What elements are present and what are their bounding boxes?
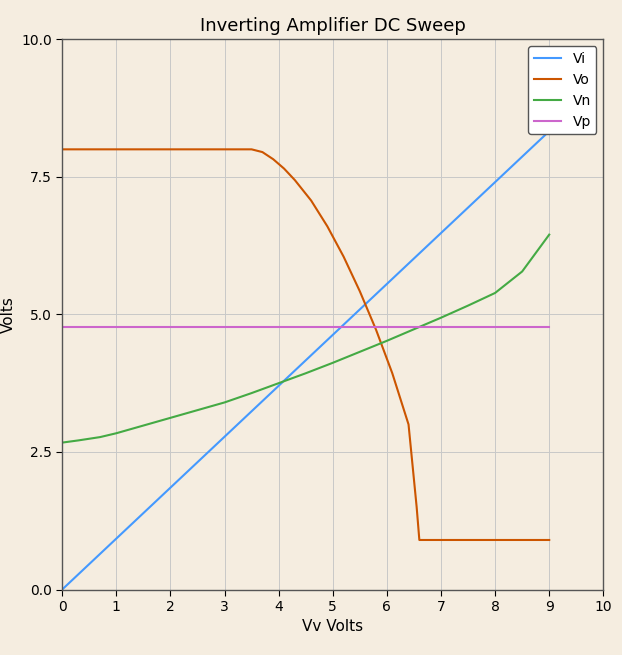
Vn bbox=[221, 398, 228, 406]
Line: Vo: Vo bbox=[62, 149, 549, 540]
Vo bbox=[281, 164, 288, 172]
Vo bbox=[413, 503, 420, 511]
Line: Vn: Vn bbox=[62, 234, 549, 443]
Vn bbox=[58, 439, 66, 447]
Vo bbox=[58, 145, 66, 153]
Vo bbox=[259, 148, 266, 156]
Vo bbox=[389, 369, 396, 377]
Vn bbox=[329, 359, 337, 367]
Vn bbox=[194, 406, 202, 414]
Vn bbox=[275, 379, 282, 387]
Vo bbox=[415, 536, 423, 544]
Vo bbox=[269, 155, 277, 163]
Vo bbox=[356, 288, 363, 295]
Vn bbox=[356, 348, 363, 356]
X-axis label: Vv Volts: Vv Volts bbox=[302, 620, 363, 635]
Y-axis label: Volts: Volts bbox=[1, 296, 16, 333]
Vn bbox=[113, 429, 120, 437]
Vn bbox=[545, 231, 553, 238]
Vo bbox=[323, 223, 331, 231]
Vn bbox=[167, 414, 174, 422]
Vn bbox=[464, 302, 472, 310]
Vo bbox=[248, 145, 255, 153]
Vn bbox=[75, 436, 82, 444]
Vn bbox=[411, 326, 418, 333]
Vn bbox=[519, 267, 526, 275]
Vn bbox=[139, 422, 147, 430]
Vn bbox=[248, 389, 255, 397]
Title: Inverting Amplifier DC Sweep: Inverting Amplifier DC Sweep bbox=[200, 17, 466, 35]
Legend: Vi, Vo, Vn, Vp: Vi, Vo, Vn, Vp bbox=[528, 47, 596, 134]
Vn bbox=[96, 433, 104, 441]
Vo bbox=[340, 253, 347, 261]
Vo bbox=[291, 176, 299, 184]
Vo bbox=[373, 326, 380, 334]
Vo bbox=[307, 196, 315, 204]
Vo bbox=[545, 536, 553, 544]
Vo bbox=[405, 421, 412, 428]
Vn bbox=[383, 337, 391, 345]
Vn bbox=[302, 369, 310, 377]
Vn bbox=[437, 314, 445, 322]
Vn bbox=[491, 289, 499, 297]
